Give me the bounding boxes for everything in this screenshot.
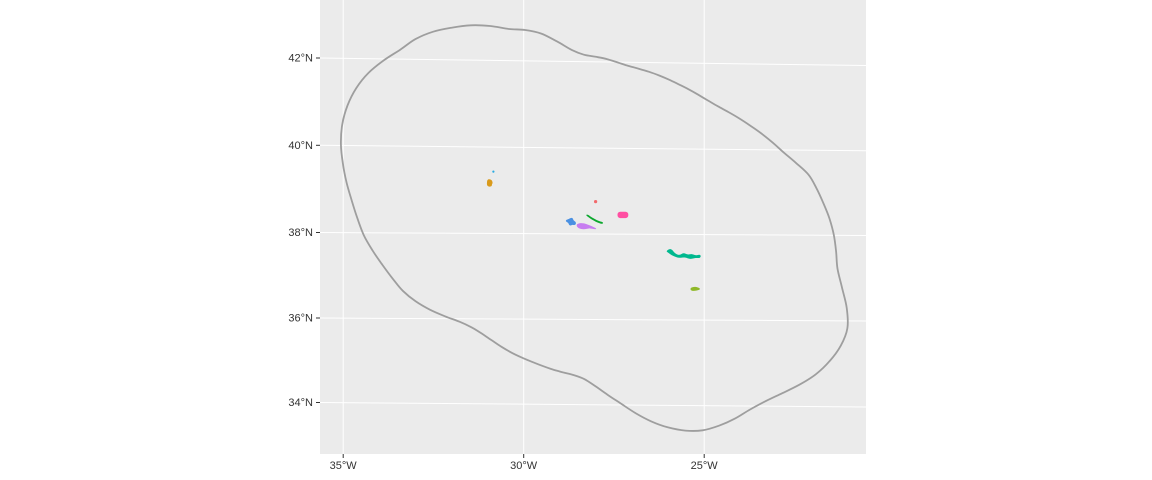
svg-text:35°W: 35°W: [330, 460, 358, 472]
svg-text:34°N: 34°N: [288, 397, 313, 409]
svg-text:38°N: 38°N: [288, 227, 313, 239]
svg-text:36°N: 36°N: [288, 313, 313, 325]
svg-text:25°W: 25°W: [691, 460, 719, 472]
svg-text:42°N: 42°N: [288, 53, 313, 65]
svg-text:40°N: 40°N: [288, 140, 313, 152]
svg-text:30°W: 30°W: [510, 460, 538, 472]
